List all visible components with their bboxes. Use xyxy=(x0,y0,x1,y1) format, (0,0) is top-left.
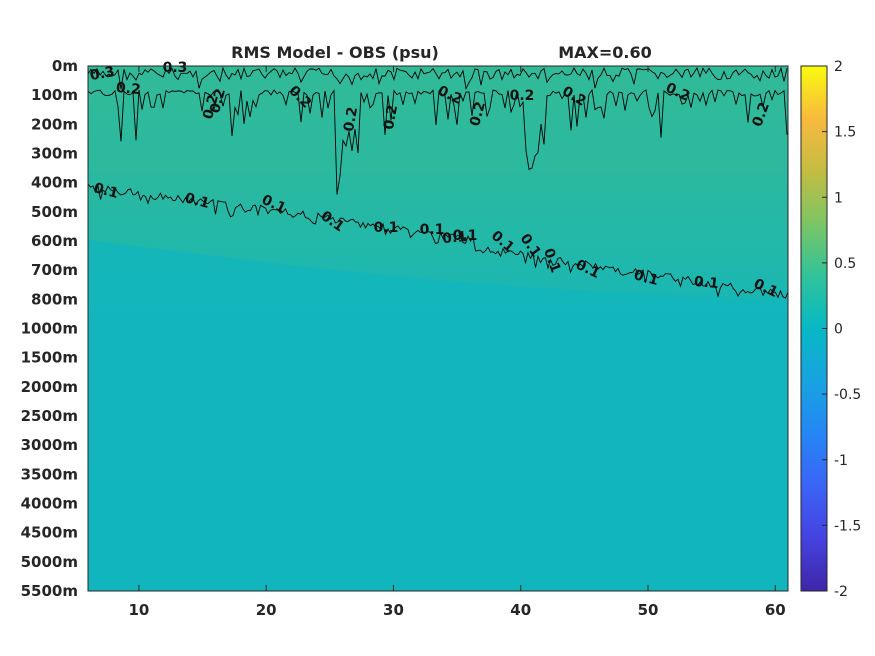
y-tick-label: 3500m xyxy=(21,465,78,483)
y-tick-label: 700m xyxy=(31,261,78,279)
y-tick-label: 3000m xyxy=(21,436,78,454)
contour-label: 0.1 xyxy=(453,228,478,244)
colorbar-tick-label: -2 xyxy=(834,584,848,600)
y-tick-label: 5500m xyxy=(21,582,78,600)
colorbar-tick-label: -0.5 xyxy=(834,387,861,403)
y-tick-label: 300m xyxy=(31,145,78,163)
y-tick-label: 4500m xyxy=(21,524,78,542)
contour-label: 0.2 xyxy=(467,100,489,128)
contour-0.3 xyxy=(87,66,788,91)
x-tick-label: 40 xyxy=(510,601,531,619)
contour-label: 0.2 xyxy=(341,106,361,133)
contour-label: 0.1 xyxy=(442,229,468,247)
contour-label: 0.1 xyxy=(374,220,399,236)
contour-0.1 xyxy=(87,183,789,299)
contour-label: 0.1 xyxy=(540,246,564,275)
plot-frame xyxy=(87,65,789,592)
colorbar-axis: 2 1.5 1 0.5 0 -0.5 -1 -1.5 -2 xyxy=(822,59,861,600)
colorbar-tick-label: 1 xyxy=(834,190,843,206)
contour-0.2 xyxy=(87,88,788,195)
contour-label: 0.2 xyxy=(749,100,773,129)
contour-label: 0.1 xyxy=(420,222,445,238)
max-label: MAX=0.60 xyxy=(558,43,652,62)
colorbar-tick-label: -1 xyxy=(834,453,848,469)
y-tick-label: 2000m xyxy=(21,378,78,396)
contour-label: 0.2 xyxy=(207,87,229,115)
y-tick-label: 1000m xyxy=(21,320,78,338)
y-tick-label: 100m xyxy=(31,86,78,104)
y-tick-label: 0m xyxy=(52,57,78,75)
x-tick-label: 60 xyxy=(765,601,786,619)
contour-label: 0.1 xyxy=(183,190,211,212)
colorbar-tick-label: 0 xyxy=(834,322,843,338)
contour-lines xyxy=(87,66,789,299)
x-tick-label: 30 xyxy=(383,601,404,619)
y-tick-label: 200m xyxy=(31,115,78,133)
colorbar-tick-label: 1.5 xyxy=(834,125,856,141)
x-tick-label: 20 xyxy=(256,601,277,619)
contour-label: 0.2 xyxy=(200,93,222,121)
contour-label: 0.1 xyxy=(693,274,719,292)
y-tick-label: 600m xyxy=(31,232,78,250)
contour-label: 0.3 xyxy=(163,60,188,76)
chart-title: RMS Model - OBS (psu) xyxy=(231,43,439,62)
colorbar-tick-label: 2 xyxy=(834,59,843,75)
x-axis: 10 20 30 40 50 60 xyxy=(128,66,786,619)
y-tick-label: 400m xyxy=(31,174,78,192)
contour-label: 0.1 xyxy=(632,267,660,289)
colorbar-tick-label: 0.5 xyxy=(834,256,856,272)
x-tick-label: 50 xyxy=(638,601,659,619)
colorbar-tick-label: -1.5 xyxy=(834,518,861,534)
y-tick-label: 1500m xyxy=(21,349,78,367)
contour-label: 0.3 xyxy=(89,64,116,84)
contour-label: 0.2 xyxy=(510,88,535,104)
x-tick-label: 10 xyxy=(128,601,149,619)
y-axis: 0m 100m 200m 300m 400m 500m 600m 700m 800m 1000m 1… xyxy=(21,57,78,600)
contour-label: 0.2 xyxy=(115,80,141,98)
y-tick-label: 800m xyxy=(31,290,78,308)
heatmap-deep-band xyxy=(88,240,788,591)
y-tick-label: 5000m xyxy=(21,553,78,571)
contour-label: 0.1 xyxy=(92,180,120,202)
y-tick-label: 500m xyxy=(31,203,78,221)
y-tick-label: 2500m xyxy=(21,407,78,425)
contour-label: 0.2 xyxy=(381,104,401,131)
y-tick-label: 4000m xyxy=(21,495,78,513)
